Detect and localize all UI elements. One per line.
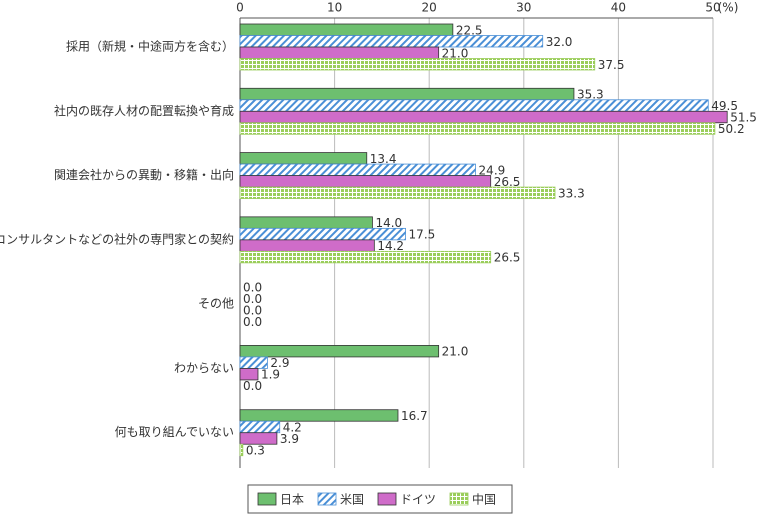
legend-swatch bbox=[449, 492, 469, 506]
bar bbox=[239, 122, 716, 135]
value-label: 1.9 bbox=[261, 368, 280, 382]
value-label: 33.3 bbox=[558, 186, 585, 200]
value-label: 17.5 bbox=[409, 228, 436, 242]
legend-swatch bbox=[257, 492, 277, 506]
bar bbox=[239, 46, 440, 59]
bar bbox=[239, 99, 709, 112]
legend-box bbox=[247, 484, 513, 514]
y-tick-label: わからない bbox=[174, 361, 234, 375]
bar bbox=[239, 420, 281, 434]
value-label: 32.0 bbox=[546, 35, 573, 49]
bar bbox=[239, 163, 476, 176]
value-label: 16.7 bbox=[401, 409, 428, 423]
value-label: 26.5 bbox=[494, 251, 521, 265]
bar bbox=[239, 87, 575, 101]
legend-label: 中国 bbox=[472, 492, 496, 507]
value-label: 0.0 bbox=[243, 280, 262, 294]
value-label: 21.0 bbox=[442, 345, 469, 359]
y-tick-label: 社内の既存人材の配置転換や育成 bbox=[54, 103, 234, 118]
value-label: 35.3 bbox=[577, 88, 604, 102]
value-label: 0.0 bbox=[243, 292, 262, 306]
bar bbox=[239, 23, 454, 36]
x-tick-label: 10 bbox=[327, 1, 342, 15]
x-tick-label: 20 bbox=[422, 1, 437, 15]
y-tick-label: 採用（新規・中途両方を含む） bbox=[66, 39, 234, 54]
bar bbox=[239, 58, 596, 71]
value-label: 14.2 bbox=[377, 239, 404, 253]
legend-label: 米国 bbox=[340, 493, 364, 507]
bar bbox=[239, 216, 373, 229]
x-unit: (%) bbox=[718, 1, 739, 15]
x-tick-label: 30 bbox=[516, 1, 531, 15]
value-label: 4.2 bbox=[283, 420, 302, 434]
value-label: 49.5 bbox=[711, 99, 738, 113]
y-tick-label: その他 bbox=[198, 297, 234, 311]
bar bbox=[239, 250, 492, 264]
y-tick-label: 関連会社からの異動・移籍・出向 bbox=[54, 167, 234, 182]
legend-swatch bbox=[377, 492, 397, 506]
bar bbox=[239, 432, 278, 445]
value-label: 0.0 bbox=[243, 303, 262, 317]
bar bbox=[239, 368, 259, 381]
x-tick-label: 50 bbox=[705, 1, 720, 15]
value-label: 37.5 bbox=[598, 58, 625, 72]
value-label: 50.2 bbox=[718, 122, 745, 136]
value-label: 21.0 bbox=[442, 46, 469, 60]
value-label: 24.9 bbox=[479, 163, 506, 177]
legend-swatch bbox=[317, 492, 337, 506]
y-tick-label: 何も取り組んでいない bbox=[115, 425, 234, 439]
legend-label: ドイツ bbox=[400, 493, 436, 507]
value-label: 22.5 bbox=[456, 23, 483, 37]
bar bbox=[239, 152, 368, 165]
bar bbox=[239, 409, 399, 422]
y-tick-label: コンサルタントなどの社外の専門家との契約 bbox=[0, 231, 234, 246]
legend-label: 日本 bbox=[280, 493, 304, 507]
value-label: 0.0 bbox=[243, 315, 262, 329]
value-label: 2.9 bbox=[270, 356, 289, 370]
value-label: 0.0 bbox=[243, 379, 262, 393]
bar bbox=[239, 35, 544, 48]
value-label: 13.4 bbox=[370, 152, 397, 166]
bar bbox=[239, 443, 244, 457]
bar bbox=[239, 239, 375, 252]
bar bbox=[239, 186, 556, 199]
value-label: 26.5 bbox=[494, 175, 521, 189]
value-label: 51.5 bbox=[730, 111, 757, 125]
x-tick-label: 0 bbox=[236, 1, 244, 15]
bar bbox=[239, 345, 440, 358]
value-label: 0.3 bbox=[246, 443, 265, 457]
bar bbox=[239, 110, 728, 124]
value-label: 14.0 bbox=[375, 216, 402, 230]
value-label: 3.9 bbox=[280, 432, 299, 446]
bar bbox=[239, 175, 492, 188]
x-tick-label: 40 bbox=[611, 1, 626, 15]
